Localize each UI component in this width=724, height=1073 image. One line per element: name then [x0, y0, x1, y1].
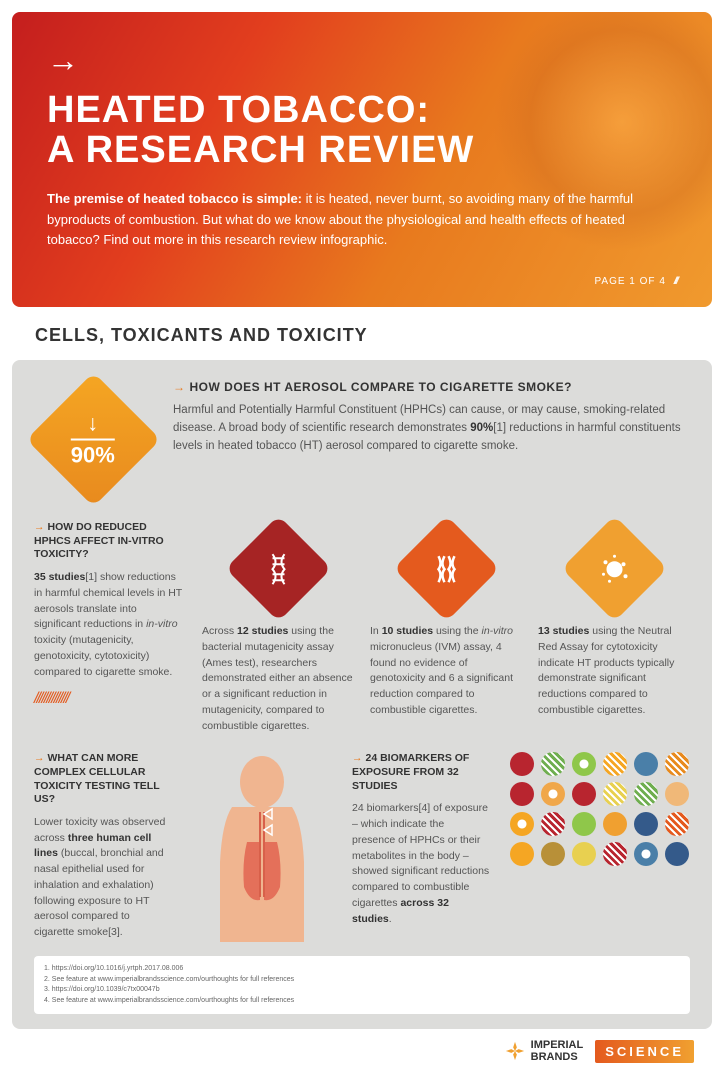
biomarker-dot	[510, 842, 534, 866]
biomarker-dot	[603, 812, 627, 836]
q3-text: 24 biomarkers[4] of exposure – which ind…	[352, 801, 490, 927]
col1-title: →HOW DO REDUCED HPHCS AFFECT IN-VITRO TO…	[34, 521, 186, 562]
stripes-icon: //////////////	[34, 690, 186, 708]
biomarker-dot	[541, 782, 565, 806]
q2-title: →WHAT CAN MORE COMPLEX CELLULAR TOXICITY…	[34, 752, 172, 807]
biomarker-dot	[541, 752, 565, 776]
cell-icon	[561, 516, 667, 622]
biomarker-dot	[572, 782, 596, 806]
section-heading: CELLS, TOXICANTS AND TOXICITY	[35, 325, 689, 346]
question-1-title: →HOW DOES HT AEROSOL COMPARE TO CIGARETT…	[173, 380, 690, 394]
hero-banner: → HEATED TOBACCO: A RESEARCH REVIEW The …	[12, 12, 712, 307]
col2-text: Across 12 studies using the bacterial mu…	[202, 624, 354, 734]
science-logo: SCIENCE	[595, 1040, 694, 1063]
hero-intro: The premise of heated tobacco is simple:…	[47, 189, 677, 251]
biomarker-dot	[510, 752, 534, 776]
body-figure	[192, 752, 332, 942]
biomarker-dot	[634, 752, 658, 776]
chromosome-icon	[393, 516, 499, 622]
biomarker-dot	[603, 782, 627, 806]
biomarker-dot	[665, 812, 689, 836]
biomarker-dot	[665, 842, 689, 866]
q2-text: Lower toxicity was observed across three…	[34, 815, 172, 941]
dna-icon	[225, 516, 331, 622]
biomarker-dot	[603, 842, 627, 866]
biomarker-dots	[510, 752, 690, 866]
question-1-text: Harmful and Potentially Harmful Constitu…	[173, 402, 690, 455]
q3-title: →24 BIOMARKERS OF EXPOSURE FROM 32 STUDI…	[352, 752, 490, 793]
col4-text: 13 studies using the Neutral Red Assay f…	[538, 624, 690, 719]
page-title: HEATED TOBACCO: A RESEARCH REVIEW	[47, 91, 677, 171]
biomarker-dot	[541, 842, 565, 866]
biomarker-dot	[541, 812, 565, 836]
biomarker-dot	[510, 812, 534, 836]
stat-badge-90: ↓ 90%	[34, 380, 153, 499]
col3-text: In 10 studies using the in-vitro micronu…	[370, 624, 522, 719]
references: 1. https://doi.org/10.1016/j.yrtph.2017.…	[34, 956, 690, 1014]
biomarker-dot	[510, 782, 534, 806]
biomarker-dot	[603, 752, 627, 776]
page-indicator: PAGE 1 OF 4////	[47, 276, 677, 287]
imperial-brands-logo: IMPERIALBRANDS	[504, 1039, 584, 1063]
biomarker-dot	[665, 752, 689, 776]
arrow-icon: →	[47, 42, 677, 79]
biomarker-dot	[634, 782, 658, 806]
col1-text: 35 studies[1] show reductions in harmful…	[34, 570, 186, 680]
biomarker-dot	[572, 842, 596, 866]
biomarker-dot	[665, 782, 689, 806]
biomarker-dot	[634, 812, 658, 836]
content-panel: ↓ 90% →HOW DOES HT AEROSOL COMPARE TO CI…	[12, 360, 712, 1029]
biomarker-dot	[572, 812, 596, 836]
biomarker-dot	[572, 752, 596, 776]
footer: IMPERIALBRANDS SCIENCE	[0, 1029, 724, 1073]
biomarker-dot	[634, 842, 658, 866]
